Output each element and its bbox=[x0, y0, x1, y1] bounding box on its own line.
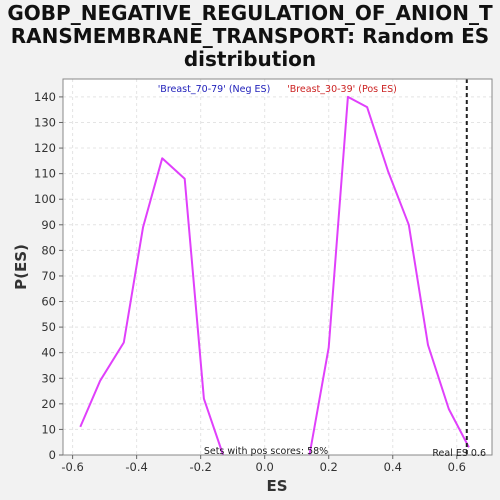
x-tick-label: -0.6 bbox=[61, 460, 83, 474]
x-ticks: -0.6 -0.4 -0.2 0.0 0.2 0.4 0.6 bbox=[61, 455, 466, 474]
x-tick-label: 0.2 bbox=[320, 460, 338, 474]
series-layer bbox=[79, 95, 470, 456]
chart-title: GOBP_NEGATIVE_REGULATION_OF_ANION_T RANS… bbox=[0, 2, 500, 71]
y-tick-label: 130 bbox=[34, 115, 56, 129]
plot-border bbox=[62, 78, 493, 456]
y-tick-label: 120 bbox=[34, 141, 56, 155]
legend-neg-es: 'Breast_70-79' (Neg ES) bbox=[158, 84, 271, 95]
y-tick-label: 20 bbox=[41, 397, 56, 411]
chart-title-line-3: distribution bbox=[183, 47, 317, 71]
y-tick-label: 60 bbox=[41, 295, 56, 309]
y-tick-label: 80 bbox=[41, 243, 56, 257]
chart-title-line-2: RANSMEMBRANE_TRANSPORT: Random ES bbox=[10, 24, 490, 48]
legend-pos-es: 'Breast_30-39' (Pos ES) bbox=[287, 84, 397, 95]
series-line-pos-es bbox=[308, 95, 470, 456]
y-tick-label: 10 bbox=[41, 422, 56, 436]
series-line-neg-es bbox=[79, 157, 225, 456]
y-tick-label: 100 bbox=[34, 192, 56, 206]
y-tick-label: 140 bbox=[34, 90, 56, 104]
y-ticks: 0 10 20 30 40 50 60 70 80 90 100 110 120 130 140 bbox=[34, 90, 63, 462]
x-axis-label: ES bbox=[266, 477, 287, 495]
y-tick-label: 110 bbox=[34, 167, 56, 181]
y-tick-label: 30 bbox=[41, 371, 56, 385]
y-tick-label: 90 bbox=[41, 218, 56, 232]
grid-layer bbox=[63, 79, 492, 456]
chart-title-line-1: GOBP_NEGATIVE_REGULATION_OF_ANION_T bbox=[7, 1, 493, 25]
y-tick-label: 70 bbox=[41, 269, 56, 283]
x-tick-label: 0.6 bbox=[448, 460, 466, 474]
x-tick-label: -0.4 bbox=[125, 460, 147, 474]
x-tick-label: 0.4 bbox=[384, 460, 402, 474]
x-tick-label: 0.0 bbox=[256, 460, 274, 474]
real-es-label: Real ES 0.6 bbox=[432, 448, 486, 459]
x-tick-label: -0.2 bbox=[189, 460, 211, 474]
y-tick-label: 0 bbox=[49, 448, 56, 462]
y-axis-label: P(ES) bbox=[12, 244, 30, 290]
plot-area bbox=[63, 79, 492, 455]
y-tick-label: 40 bbox=[41, 346, 56, 360]
y-tick-label: 50 bbox=[41, 320, 56, 334]
pos-scores-annotation: Sets with pos scores: 58% bbox=[204, 446, 328, 457]
